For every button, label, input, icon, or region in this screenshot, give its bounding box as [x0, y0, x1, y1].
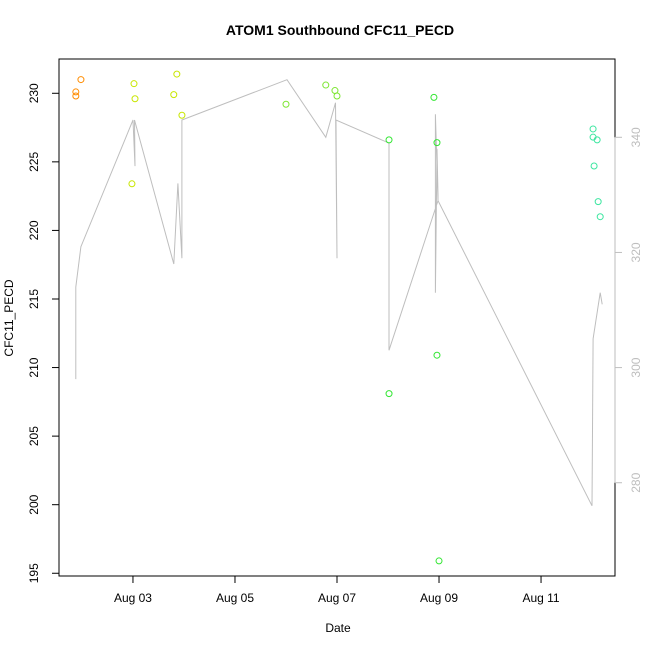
data-point: [433, 139, 441, 147]
data-point: [128, 180, 136, 188]
data-point: [282, 100, 290, 108]
x-axis: Aug 03 Aug 05 Aug 07 Aug 09 Aug 11: [114, 575, 560, 605]
x-tick-label: Aug 09: [420, 591, 458, 605]
data-point: [590, 162, 598, 170]
data-point: [593, 136, 601, 144]
y-tick-label: 215: [27, 289, 41, 309]
data-point: [435, 557, 443, 565]
data-point: [322, 81, 330, 89]
data-points: [72, 70, 604, 565]
x-tick-label: Aug 07: [318, 591, 356, 605]
data-point: [130, 80, 138, 88]
data-point: [173, 70, 181, 78]
right-axis-series-line: [75, 79, 603, 507]
data-point: [589, 125, 597, 133]
data-point: [333, 92, 341, 100]
data-point: [77, 76, 85, 84]
y-axis-left: 195 200 205 210 215 220 225 230: [27, 83, 60, 583]
y-tick-label: 200: [27, 494, 41, 514]
y2-tick-label: 280: [629, 472, 643, 492]
y-axis-label: CFC11_PECD: [2, 279, 16, 356]
x-tick-label: Aug 03: [114, 591, 152, 605]
x-tick-label: Aug 11: [522, 591, 559, 605]
data-point: [430, 93, 438, 101]
y-tick-label: 210: [27, 357, 41, 377]
chart-title: ATOM1 Southbound CFC11_PECD: [226, 22, 454, 38]
y-axis-right: 280 300 320 340: [614, 127, 643, 493]
data-point: [385, 136, 393, 144]
data-point: [385, 390, 393, 398]
data-point: [72, 88, 80, 96]
y-tick-label: 230: [27, 83, 41, 103]
y-tick-label: 205: [27, 426, 41, 446]
data-point: [594, 198, 602, 206]
y-tick-label: 195: [27, 563, 41, 583]
data-point: [131, 95, 139, 103]
x-axis-label: Date: [325, 621, 351, 635]
data-point: [433, 351, 441, 359]
data-point: [72, 92, 80, 100]
y-tick-label: 225: [27, 152, 41, 172]
y2-tick-label: 300: [629, 357, 643, 377]
series-line: [75, 79, 603, 507]
data-point: [170, 91, 178, 99]
y2-tick-label: 320: [629, 242, 643, 262]
y-tick-label: 220: [27, 220, 41, 240]
data-point: [596, 213, 604, 221]
y2-tick-label: 340: [629, 127, 643, 147]
data-point: [178, 111, 186, 119]
x-tick-label: Aug 05: [216, 591, 254, 605]
